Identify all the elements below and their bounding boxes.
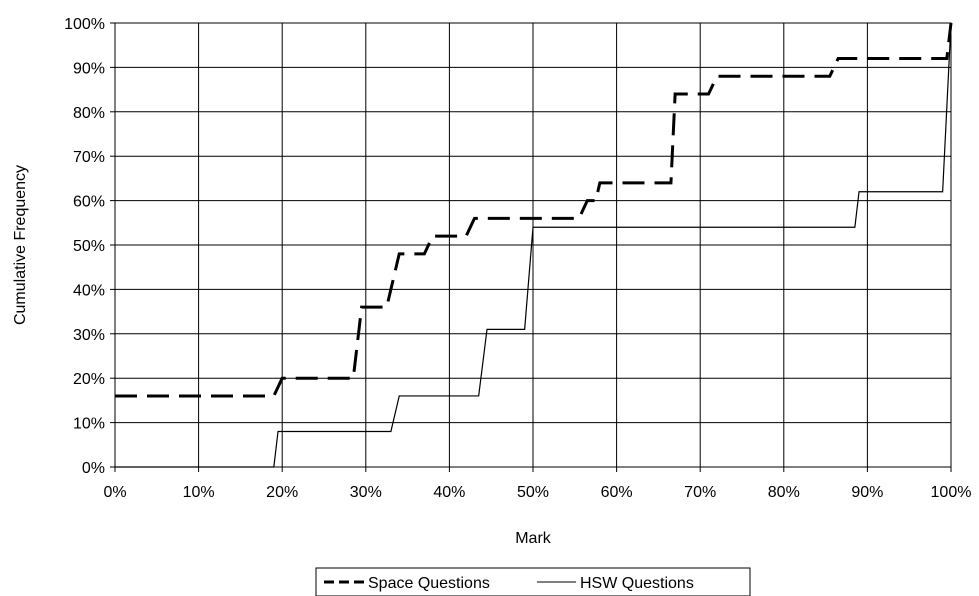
series-layer [115,22,953,468]
y-axis-title: Cumulative Frequency [12,165,29,325]
legend-label-space: Space Questions [368,575,490,592]
x-tick-label: 90% [851,484,883,501]
x-axis-ticks: 0% 10% 20% 30% 40% 50% 60% 70% 80% 90% 100% [103,467,971,501]
y-tick-label: 40% [73,282,105,299]
x-tick-label: 70% [684,484,716,501]
x-tick-label: 30% [350,484,382,501]
legend: Space Questions HSW Questions [315,567,751,596]
x-tick-label: 0% [103,484,126,501]
y-tick-label: 70% [73,149,105,166]
y-tick-label: 0% [82,460,105,477]
y-tick-label: 20% [73,371,105,388]
y-tick-label: 10% [73,416,105,433]
x-tick-label: 60% [601,484,633,501]
y-tick-label: 60% [73,194,105,211]
y-tick-label: 50% [73,238,105,255]
y-tick-label: 80% [73,105,105,122]
x-tick-label: 80% [768,484,800,501]
gridlines [115,23,951,467]
y-tick-label: 100% [64,16,105,33]
y-tick-label: 30% [73,327,105,344]
series-line-space-questions [115,22,953,398]
series-line-hsw-questions [115,22,952,468]
legend-label-hsw: HSW Questions [580,575,694,592]
legend-box [315,567,751,596]
x-axis-title: Mark [515,530,552,547]
x-tick-label: 20% [266,484,298,501]
y-axis-ticks: 0% 10% 20% 30% 40% 50% 60% 70% 80% 90% 100% [64,16,115,477]
x-tick-label: 10% [183,484,215,501]
y-tick-label: 90% [73,60,105,77]
x-tick-label: 50% [517,484,549,501]
x-tick-label: 40% [433,484,465,501]
x-tick-label: 100% [931,484,972,501]
